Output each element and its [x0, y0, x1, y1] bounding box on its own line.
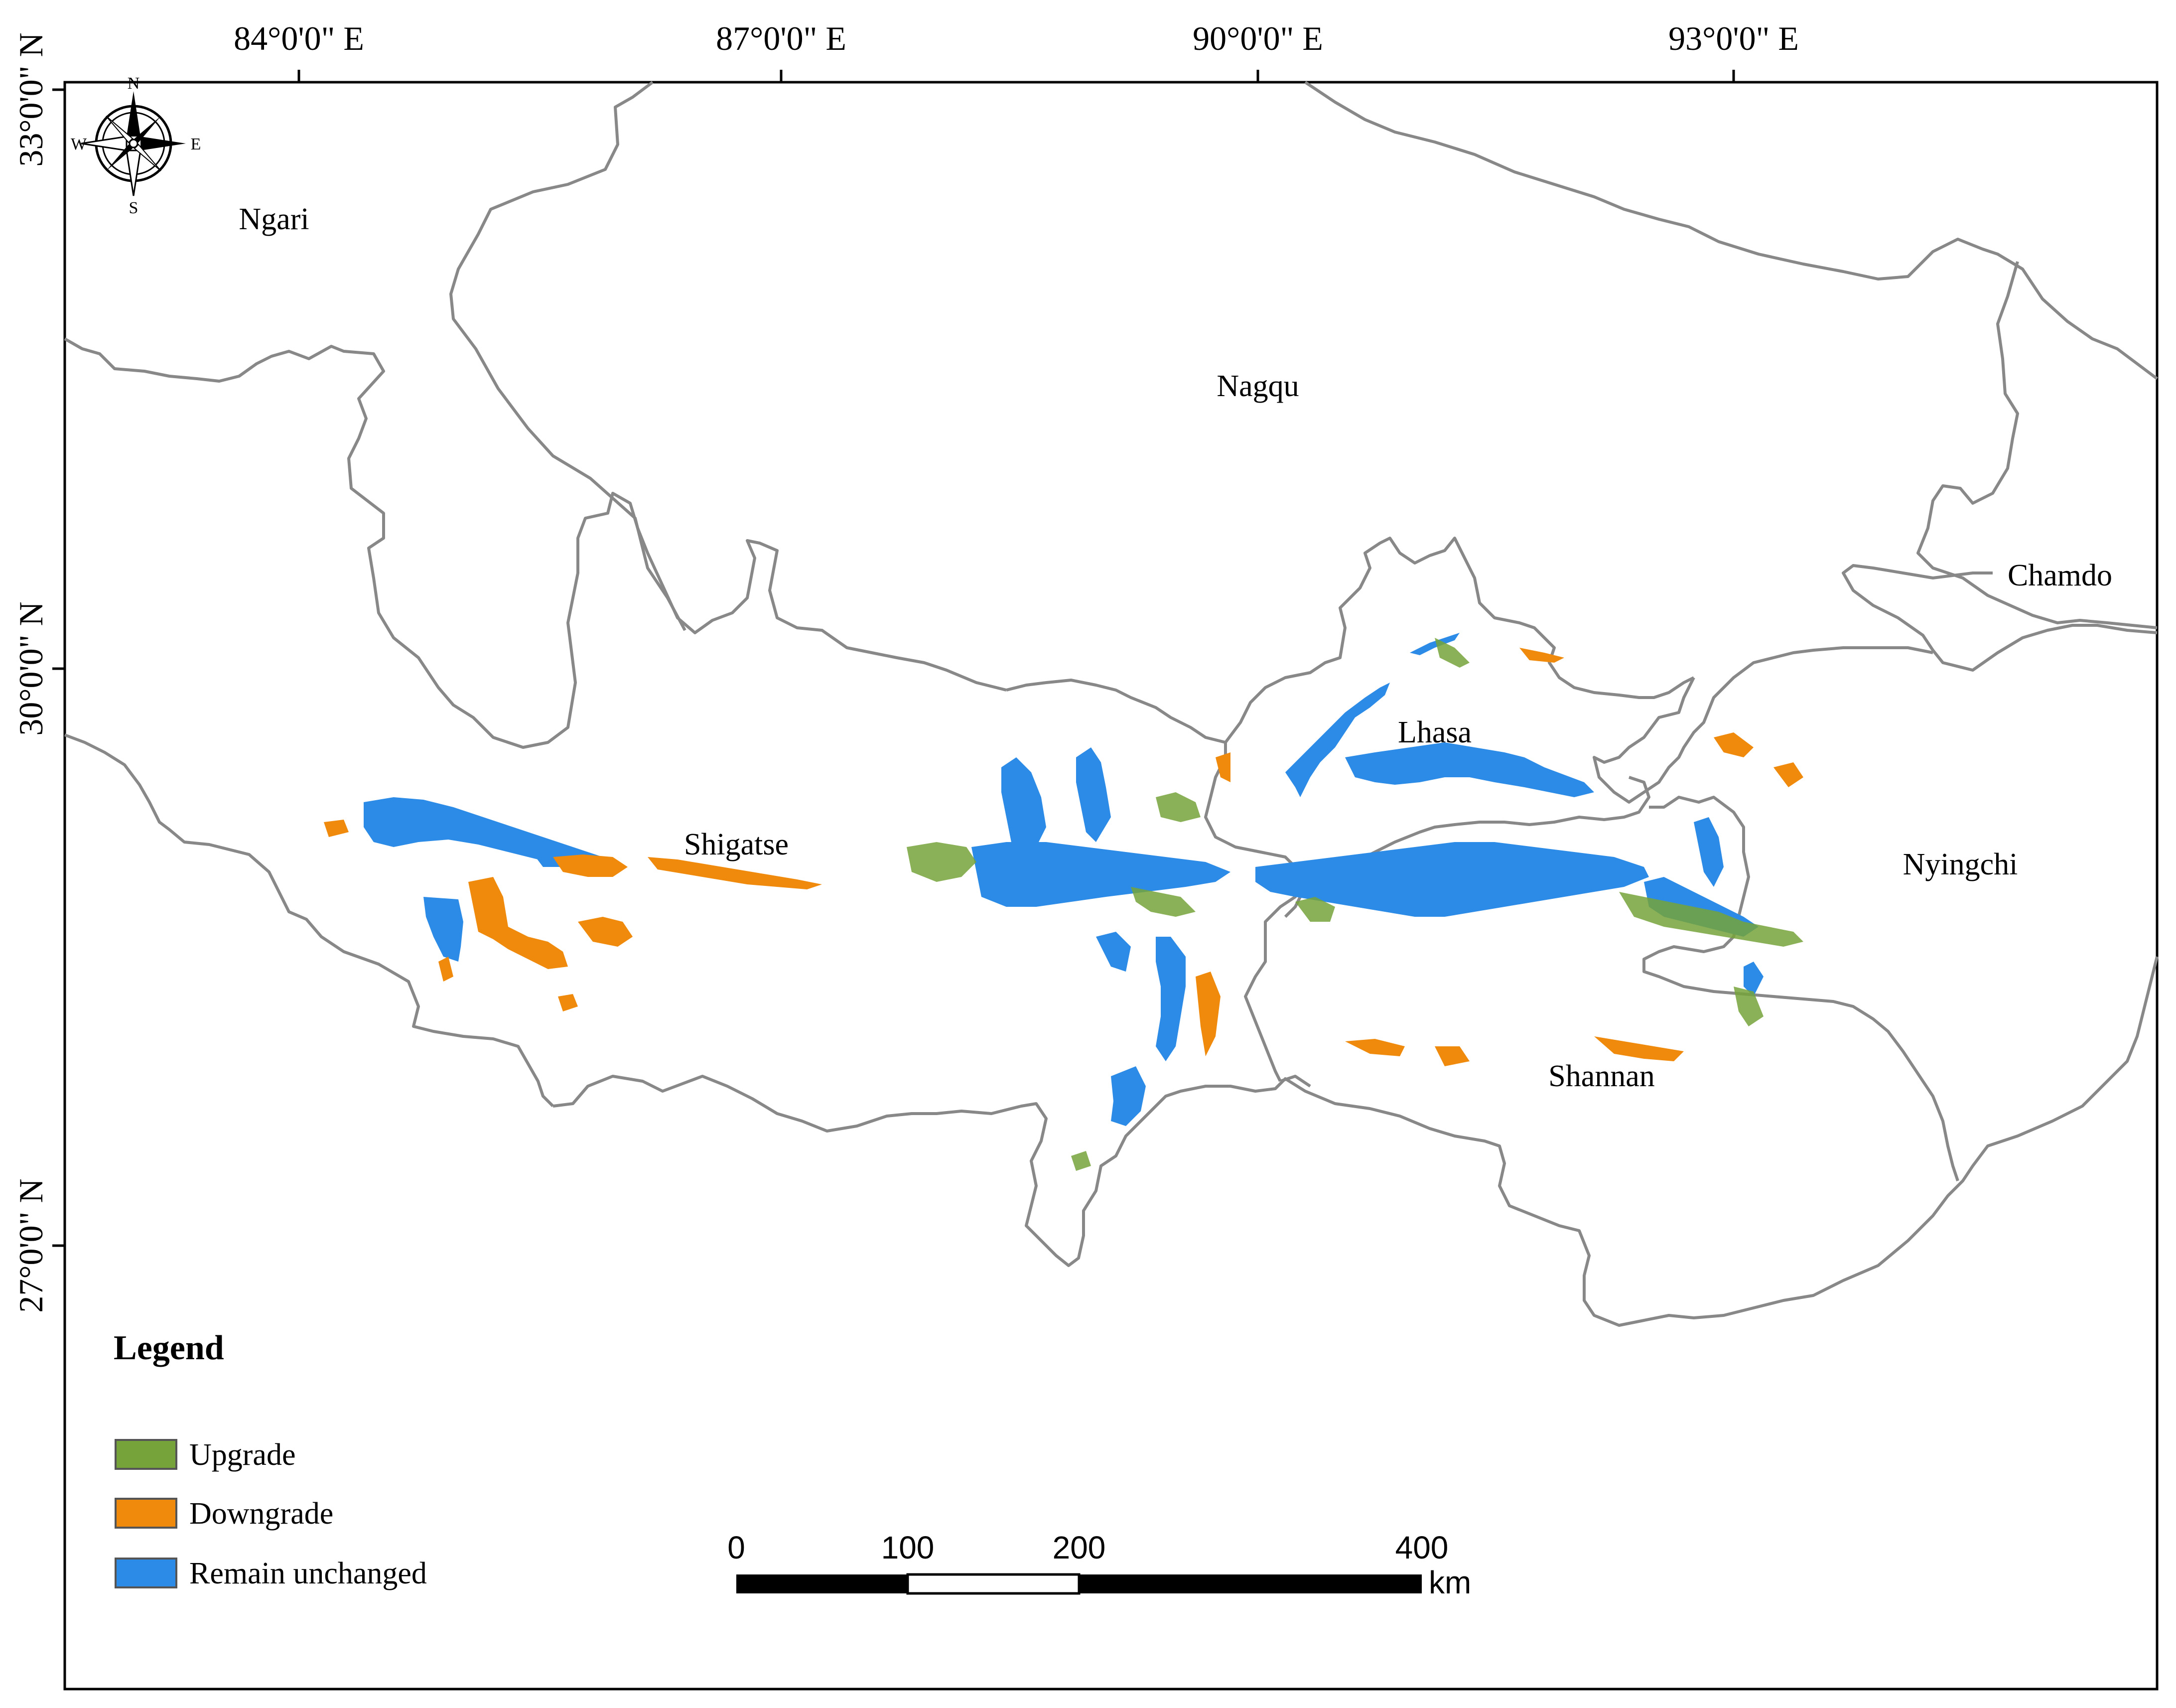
- legend: Legend Upgrade Downgrade Remain unchange…: [114, 1329, 427, 1590]
- scale-bar: 0 100 200 400 km: [727, 1530, 1471, 1600]
- lhasa-nyingchi-boundary: [1593, 646, 1933, 804]
- legend-swatch-upgrade: [115, 1439, 177, 1470]
- longitude-label: 90°0'0" E: [1193, 19, 1323, 57]
- legend-label-upgrade: Upgrade: [189, 1438, 295, 1472]
- southern-border: [552, 956, 2159, 1327]
- lhasa-shannan-inner-boundary: [1284, 896, 1302, 918]
- compass-needle-west: [81, 136, 128, 151]
- longitude-label: 93°0'0" E: [1668, 19, 1799, 57]
- legend-label-downgrade: Downgrade: [189, 1497, 333, 1531]
- region-label-lhasa: Lhasa: [1398, 715, 1472, 749]
- latitude-label: 33°0'0" N: [12, 32, 50, 166]
- longitude-ticks: [297, 70, 1735, 82]
- compass-w-label: W: [71, 135, 87, 153]
- compass-rose: N S E W: [71, 74, 201, 217]
- scale-unit: km: [1429, 1565, 1471, 1600]
- chamdo-boundary: [1916, 261, 2158, 629]
- compass-n-label: N: [128, 74, 140, 93]
- unchanged-areas: [364, 633, 1764, 1126]
- scale-tick-100: 100: [881, 1530, 935, 1566]
- legend-swatch-downgrade: [115, 1498, 177, 1529]
- map-frame: [63, 81, 2159, 1691]
- legend-swatch-unchanged: [115, 1558, 177, 1588]
- scale-tick-0: 0: [727, 1530, 745, 1566]
- latitude-label: 30°0'0" N: [12, 601, 50, 735]
- region-label-chamdo: Chamdo: [2008, 559, 2112, 592]
- compass-needle-east: [140, 137, 186, 150]
- legend-label-unchanged: Remain unchanged: [189, 1557, 427, 1590]
- longitude-label: 84°0'0" E: [234, 19, 364, 57]
- scale-tick-200: 200: [1053, 1530, 1106, 1566]
- compass-needle-south: [126, 149, 141, 196]
- ngari-west-border: [64, 733, 554, 1108]
- region-label-nagqu: Nagqu: [1217, 369, 1299, 403]
- region-label-shigatse: Shigatse: [684, 828, 789, 861]
- upgrade-areas: [907, 638, 1803, 1171]
- region-label-nyingchi: Nyingchi: [1903, 848, 2018, 881]
- longitude-label: 87°0'0" E: [716, 19, 846, 57]
- shigatse-lhasa-boundary: [1006, 679, 1302, 1082]
- northern-border: [1304, 81, 2158, 380]
- latitude-label: 27°0'0" N: [12, 1178, 50, 1312]
- shigatse-shannan-boundary: [1280, 1075, 1311, 1088]
- region-label-shannan: Shannan: [1548, 1059, 1655, 1093]
- shannan-nyingchi-boundary: [1642, 796, 1959, 1181]
- ngari-shigatse-boundary: [64, 337, 1007, 749]
- ngari-nagqu-boundary: [449, 81, 686, 631]
- nagqu-chamdo-boundary: [1842, 564, 2158, 672]
- downgrade-areas: [324, 648, 1803, 1066]
- compass-needle-north: [127, 91, 140, 137]
- latitude-ticks: [52, 88, 65, 1247]
- region-label-ngari: Ngari: [239, 202, 309, 236]
- compass-s-label: S: [129, 199, 138, 217]
- lhasa-nagqu-boundary: [1224, 537, 1695, 743]
- legend-title: Legend: [114, 1329, 224, 1367]
- compass-e-label: E: [191, 135, 201, 153]
- scale-tick-400: 400: [1395, 1530, 1449, 1566]
- prefecture-boundaries: [64, 81, 2159, 1327]
